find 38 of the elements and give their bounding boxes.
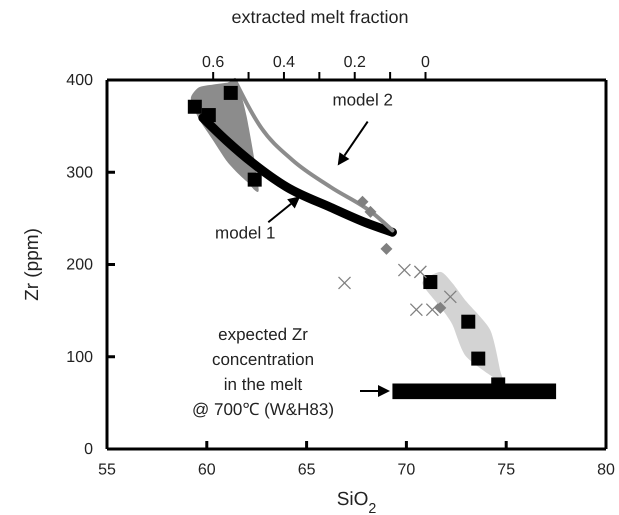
- point: [414, 265, 428, 279]
- y-tick-label: 100: [66, 348, 94, 366]
- x-axis-title: SiO$_{2}$: [336, 489, 376, 515]
- point: [364, 206, 376, 218]
- y-axis-title: Zr (ppm): [22, 228, 43, 301]
- point: [380, 242, 392, 255]
- point: [356, 196, 368, 208]
- point: [426, 303, 439, 316]
- y-tick-label: 0: [84, 441, 94, 458]
- x2-tick-label: 0: [421, 54, 430, 71]
- point: [398, 263, 412, 277]
- x2-tick-label: 0.2: [344, 54, 366, 71]
- point: [248, 172, 262, 187]
- x2-tick-label: 0.4: [272, 54, 296, 71]
- y-tick-label: 400: [66, 72, 94, 90]
- point: [410, 303, 424, 316]
- annotation: model 1: [215, 223, 276, 242]
- point: [202, 108, 216, 122]
- x-tick-label: 75: [497, 461, 516, 478]
- point: [224, 86, 238, 100]
- x-tick-label: 65: [298, 461, 316, 478]
- y-tick-label: 300: [66, 164, 94, 182]
- annotation: model 2: [332, 90, 393, 110]
- y-tick-label: 200: [66, 256, 94, 274]
- point: [461, 314, 476, 329]
- point: [188, 100, 202, 114]
- x-tick-label: 60: [198, 461, 216, 478]
- x-tick-label: 80: [597, 461, 615, 478]
- x-tick-label: 55: [98, 461, 116, 478]
- point: [423, 275, 438, 290]
- point: [444, 290, 457, 304]
- annotation: expected Zr concentration in the melt @ 700℃ (W&H83): [192, 325, 334, 419]
- point: [338, 276, 352, 290]
- point: [471, 352, 486, 366]
- x2-axis-title: extracted melt fraction: [231, 7, 409, 27]
- x-tick-label: 70: [398, 461, 416, 478]
- x2-tick-label: 0.6: [202, 54, 224, 71]
- point: [434, 302, 446, 314]
